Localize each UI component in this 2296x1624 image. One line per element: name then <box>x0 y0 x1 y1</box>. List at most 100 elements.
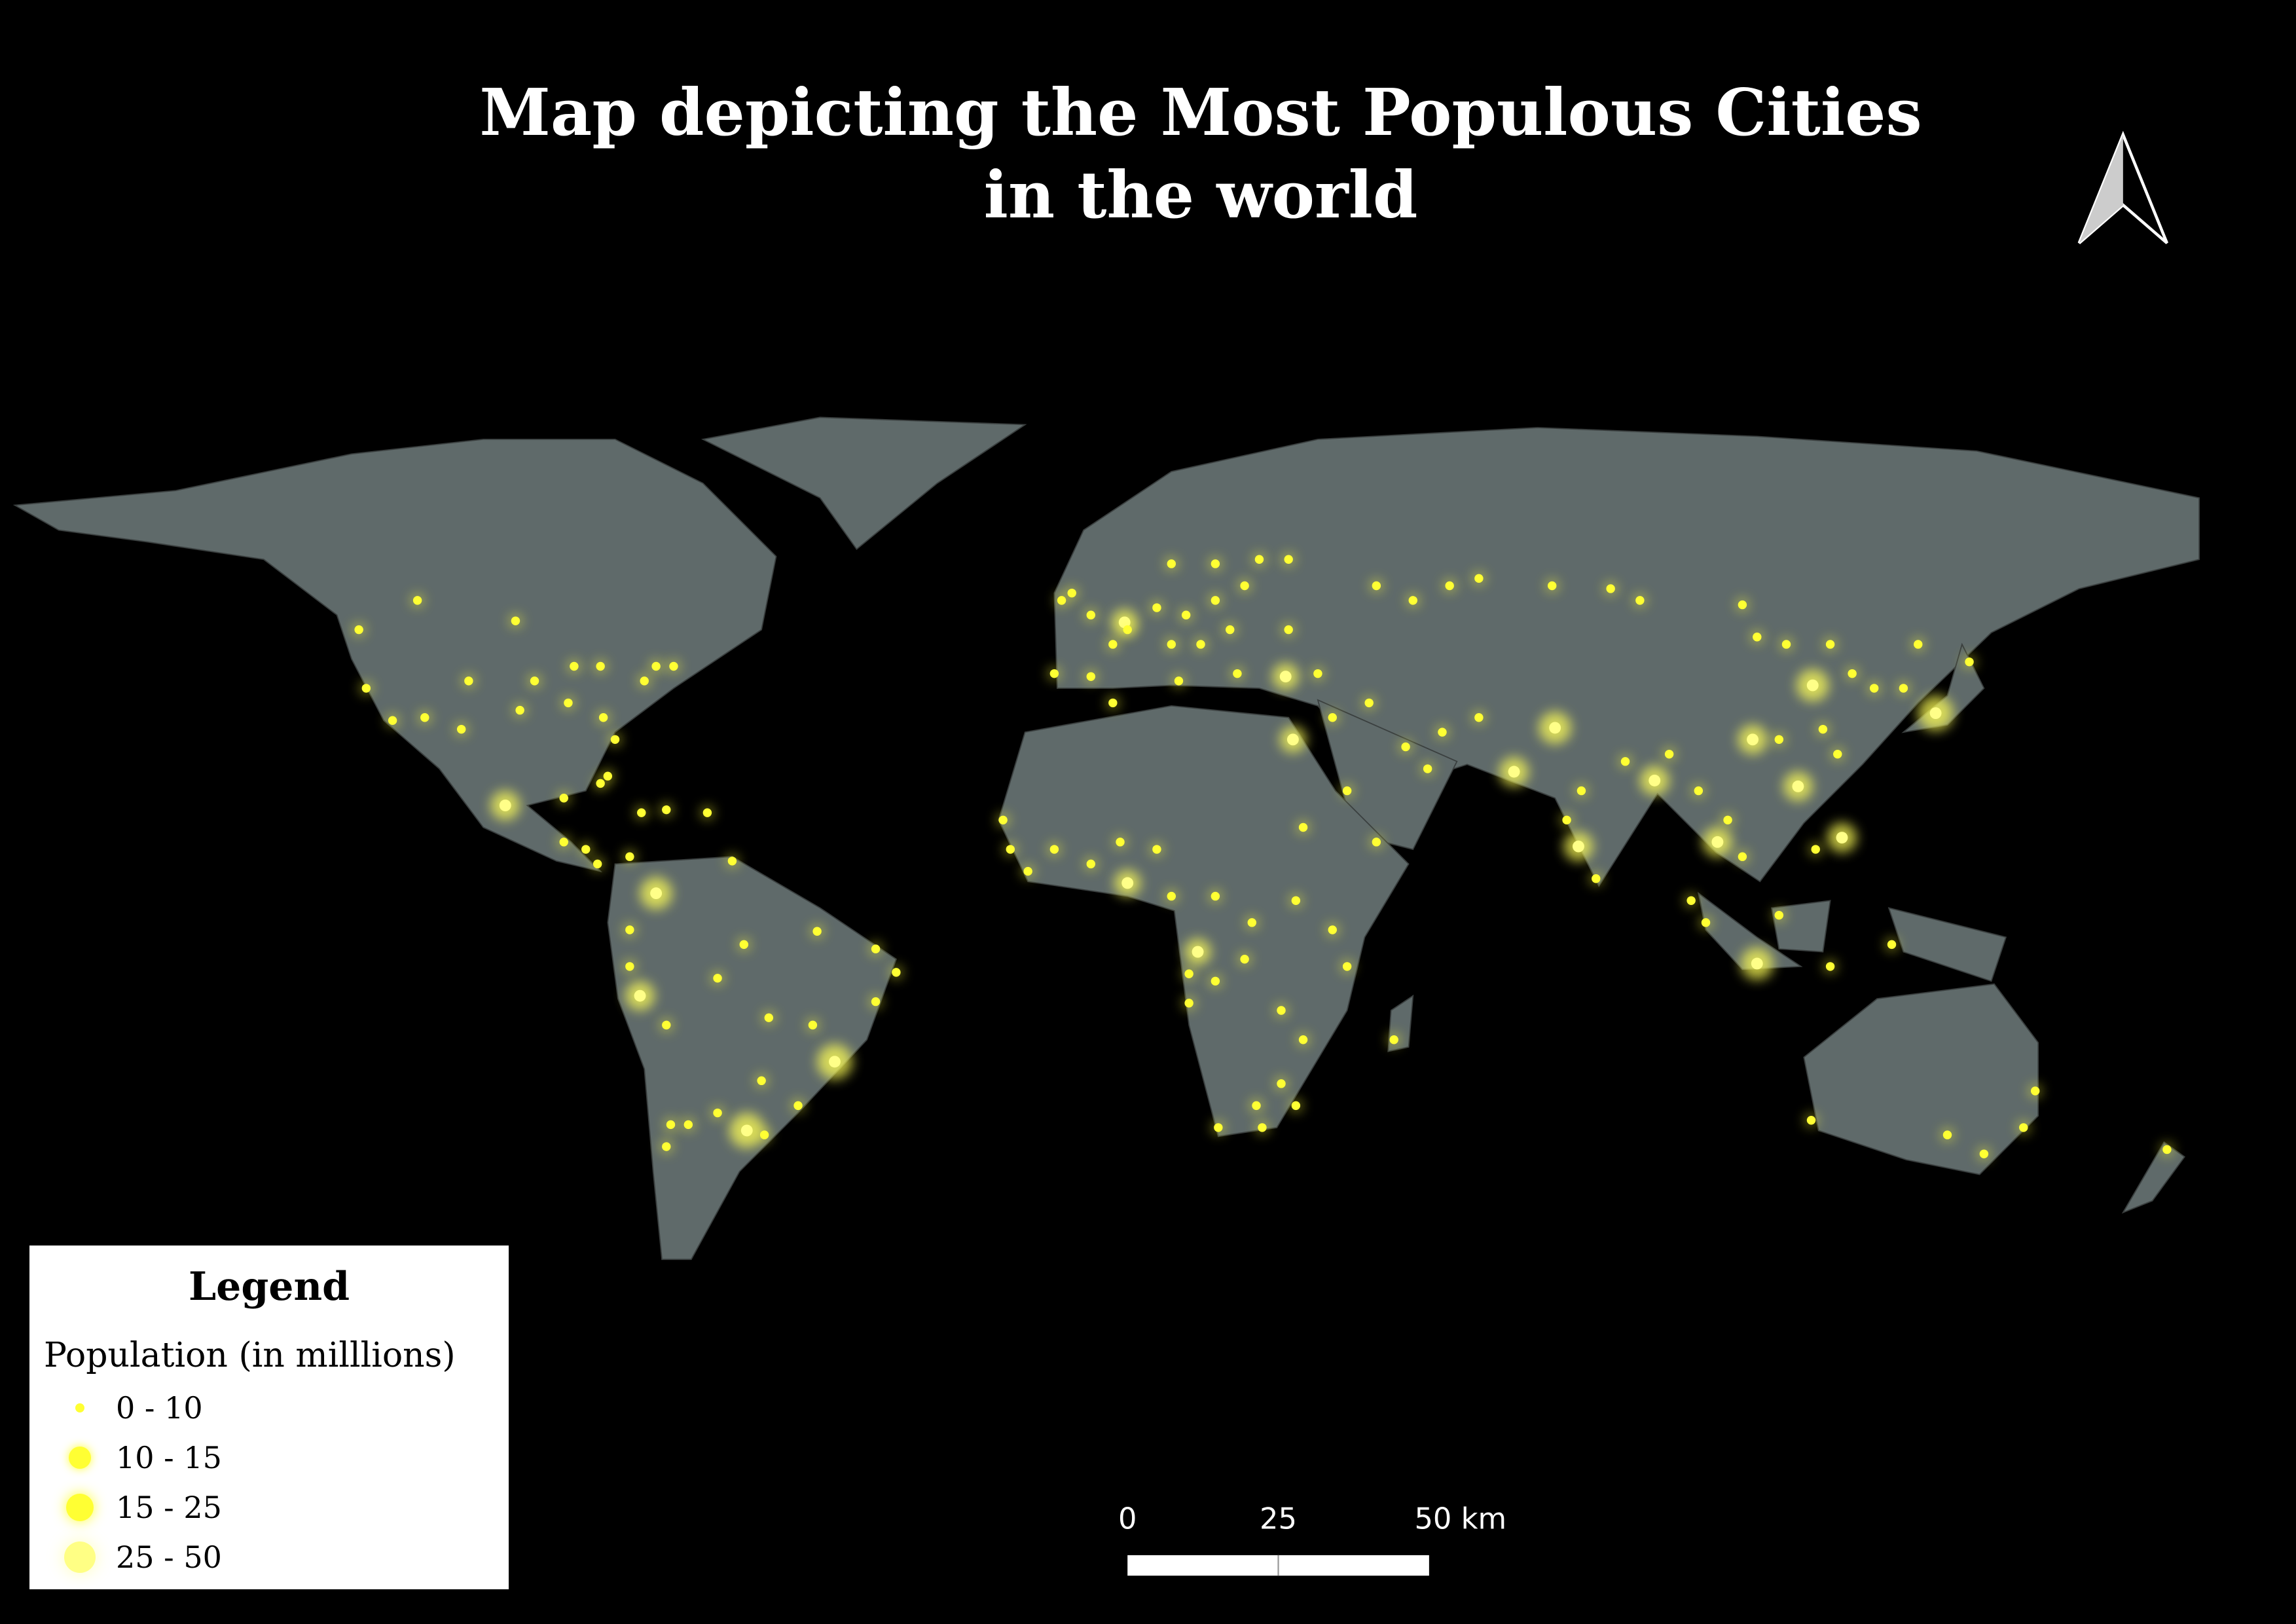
city-point <box>1328 713 1337 722</box>
city-point <box>764 1013 774 1022</box>
city-point <box>1818 724 1828 734</box>
city-point <box>1694 786 1704 796</box>
city-point <box>1291 1101 1301 1111</box>
city-point <box>1181 610 1191 619</box>
city-point <box>640 676 649 686</box>
city-point <box>559 794 568 803</box>
city-point <box>564 698 573 708</box>
city-point <box>570 661 579 671</box>
greenland <box>701 416 1027 550</box>
city-point <box>669 661 678 671</box>
city-point <box>1474 574 1484 583</box>
legend-label: 25 - 50 <box>116 1540 222 1575</box>
city-point <box>1423 764 1432 773</box>
australia <box>1803 983 2039 1175</box>
city-point <box>1389 1035 1398 1044</box>
city-point <box>388 716 397 725</box>
city-point <box>1211 596 1220 605</box>
city-point <box>361 684 371 693</box>
city-point <box>1825 640 1835 649</box>
city-point <box>596 779 605 788</box>
city-point <box>666 1120 676 1130</box>
city-point <box>1508 766 1520 778</box>
city-point <box>625 852 634 861</box>
city-point <box>702 808 712 817</box>
city-point <box>1108 640 1118 649</box>
city-point <box>1086 859 1095 869</box>
city-point <box>1635 596 1645 605</box>
city-point <box>1196 640 1205 649</box>
city-point <box>1086 672 1095 681</box>
legend-item: 25 - 50 <box>44 1532 494 1582</box>
city-point <box>1592 874 1601 883</box>
legend-item: 0 - 10 <box>44 1383 494 1433</box>
city-point <box>1049 669 1059 678</box>
city-point <box>1258 1123 1267 1132</box>
city-point <box>828 1056 841 1068</box>
city-point <box>1899 684 1908 693</box>
city-point <box>1573 840 1584 853</box>
land <box>12 416 2200 1261</box>
city-point <box>1781 640 1791 649</box>
city-point <box>1291 896 1301 906</box>
city-point <box>1252 1101 1261 1111</box>
city-point <box>1086 610 1095 619</box>
city-point <box>603 771 613 781</box>
city-point <box>727 857 737 866</box>
city-point <box>1067 588 1076 598</box>
legend-label: 0 - 10 <box>116 1390 203 1426</box>
city-point <box>1240 581 1249 591</box>
legend-title: Legend <box>188 1264 350 1310</box>
city-point <box>1277 1079 1286 1088</box>
city-point <box>1738 852 1747 861</box>
city-point <box>559 838 568 847</box>
city-point <box>1549 722 1561 734</box>
city-point <box>1342 786 1352 796</box>
city-point <box>1806 1116 1816 1125</box>
city-point <box>464 676 473 686</box>
city-point <box>1211 976 1220 986</box>
legend-item: 10 - 15 <box>44 1433 494 1483</box>
city-point <box>1751 957 1763 970</box>
city-point <box>1284 555 1293 564</box>
city-point <box>1214 1123 1223 1132</box>
city-point <box>1774 910 1784 920</box>
city-point <box>793 1101 803 1111</box>
city-point <box>1233 669 1242 678</box>
city-point <box>1006 845 1015 854</box>
city-point <box>1211 559 1220 568</box>
cities <box>352 553 2174 1161</box>
city-point <box>740 1124 753 1137</box>
city-point <box>1942 1130 1952 1139</box>
city-point <box>812 927 822 936</box>
city-point <box>1547 581 1557 591</box>
city-point <box>1192 946 1204 958</box>
city-point <box>420 713 429 722</box>
city-point <box>1240 955 1249 964</box>
north-arrow-fill <box>2079 134 2123 244</box>
city-point <box>998 815 1008 825</box>
city-point <box>581 845 591 854</box>
city-point <box>530 676 539 686</box>
legend-subtitle: Population (in milllions) <box>44 1336 456 1375</box>
legend: Legend Population (in milllions) 0 - 10 … <box>29 1246 509 1589</box>
city-point <box>871 997 881 1006</box>
city-point <box>1049 845 1059 854</box>
city-point <box>1620 757 1630 766</box>
city-point <box>650 887 663 900</box>
city-point <box>1279 671 1292 683</box>
city-point <box>1825 962 1835 971</box>
legend-label: 15 - 25 <box>116 1490 222 1525</box>
city-point <box>1408 596 1417 605</box>
map-title: Map depicting the Most Populous Cities i… <box>479 75 1922 233</box>
japan <box>1901 642 1985 733</box>
city-point <box>456 724 466 734</box>
city-point <box>1474 713 1484 722</box>
city-point <box>1562 815 1571 825</box>
city-point <box>651 661 661 671</box>
city-point <box>1254 555 1264 564</box>
city-point <box>412 596 422 605</box>
city-point <box>2019 1123 2028 1132</box>
city-point <box>892 968 901 977</box>
